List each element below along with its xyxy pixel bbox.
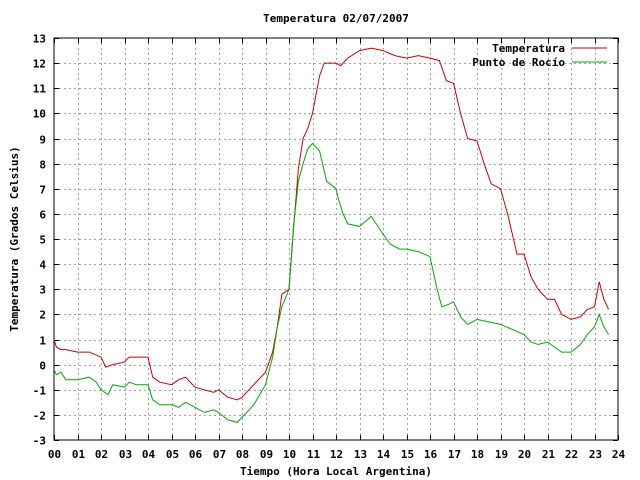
y-tick-label: 8 [39, 159, 46, 172]
x-tick-label: 06 [189, 448, 203, 461]
x-tick-label: 23 [589, 448, 602, 461]
x-tick-label: 01 [72, 448, 86, 461]
series-layer [53, 47, 610, 423]
x-tick-label: 18 [471, 448, 484, 461]
y-tick-label: -2 [33, 410, 46, 423]
x-tick-label: 16 [424, 448, 438, 461]
y-tick-label: 9 [39, 134, 46, 147]
x-tick-label: 24 [612, 448, 626, 461]
series-line-punto-de-rocio [53, 142, 610, 423]
x-tick-label: 10 [283, 448, 296, 461]
x-tick-label: 20 [518, 448, 531, 461]
x-tick-label: 13 [354, 448, 367, 461]
y-tick-label: 3 [39, 284, 46, 297]
x-tick-label: 08 [236, 448, 249, 461]
series-line-temperatura [53, 47, 610, 401]
y-tick-label: -1 [33, 385, 47, 398]
y-tick-label: -3 [33, 435, 46, 448]
y-axis-title: Temperatura (Grados Celsius) [8, 146, 21, 331]
x-tick-label: 17 [448, 448, 461, 461]
x-tick-label: 22 [565, 448, 578, 461]
x-tick-label: 05 [166, 448, 179, 461]
x-tick-label: 02 [95, 448, 108, 461]
y-tick-label: 5 [39, 234, 46, 247]
x-tick-label: 04 [142, 448, 156, 461]
x-axis-title: Tiempo (Hora Local Argentina) [240, 465, 432, 478]
y-tick-label: 6 [39, 209, 46, 222]
y-tick-label: 0 [39, 360, 46, 373]
legend-label-punto-de-rocio: Punto de Rocío [472, 56, 565, 69]
x-tick-label: 11 [307, 448, 321, 461]
y-tick-label: 2 [39, 309, 46, 322]
x-tick-label: 09 [260, 448, 273, 461]
y-tick-label: 13 [33, 33, 46, 46]
y-tick-label: 4 [39, 259, 46, 272]
x-tick-label: 12 [330, 448, 343, 461]
x-tick-label: 03 [119, 448, 132, 461]
legend-label-temperatura: Temperatura [492, 42, 565, 55]
x-tick-label: 15 [401, 448, 414, 461]
y-tick-label: 10 [33, 108, 46, 121]
x-tick-label: 19 [495, 448, 508, 461]
y-tick-label: 1 [39, 335, 46, 348]
x-tick-label: 07 [213, 448, 226, 461]
y-tick-label: 12 [33, 58, 46, 71]
x-tick-label: 00 [48, 448, 61, 461]
grid [54, 38, 618, 440]
x-tick-label: 14 [377, 448, 391, 461]
y-tick-label: 11 [33, 83, 47, 96]
ticks: 00 01 02 03 04 05 06 07 08 09 10 11 12 13 14 15 16 17 18 19… [33, 33, 626, 462]
x-tick-label: 21 [542, 448, 556, 461]
legend: Temperatura Punto de Rocío [472, 42, 607, 69]
y-tick-label: 7 [39, 184, 46, 197]
chart-title: Temperatura 02/07/2007 [263, 12, 409, 25]
